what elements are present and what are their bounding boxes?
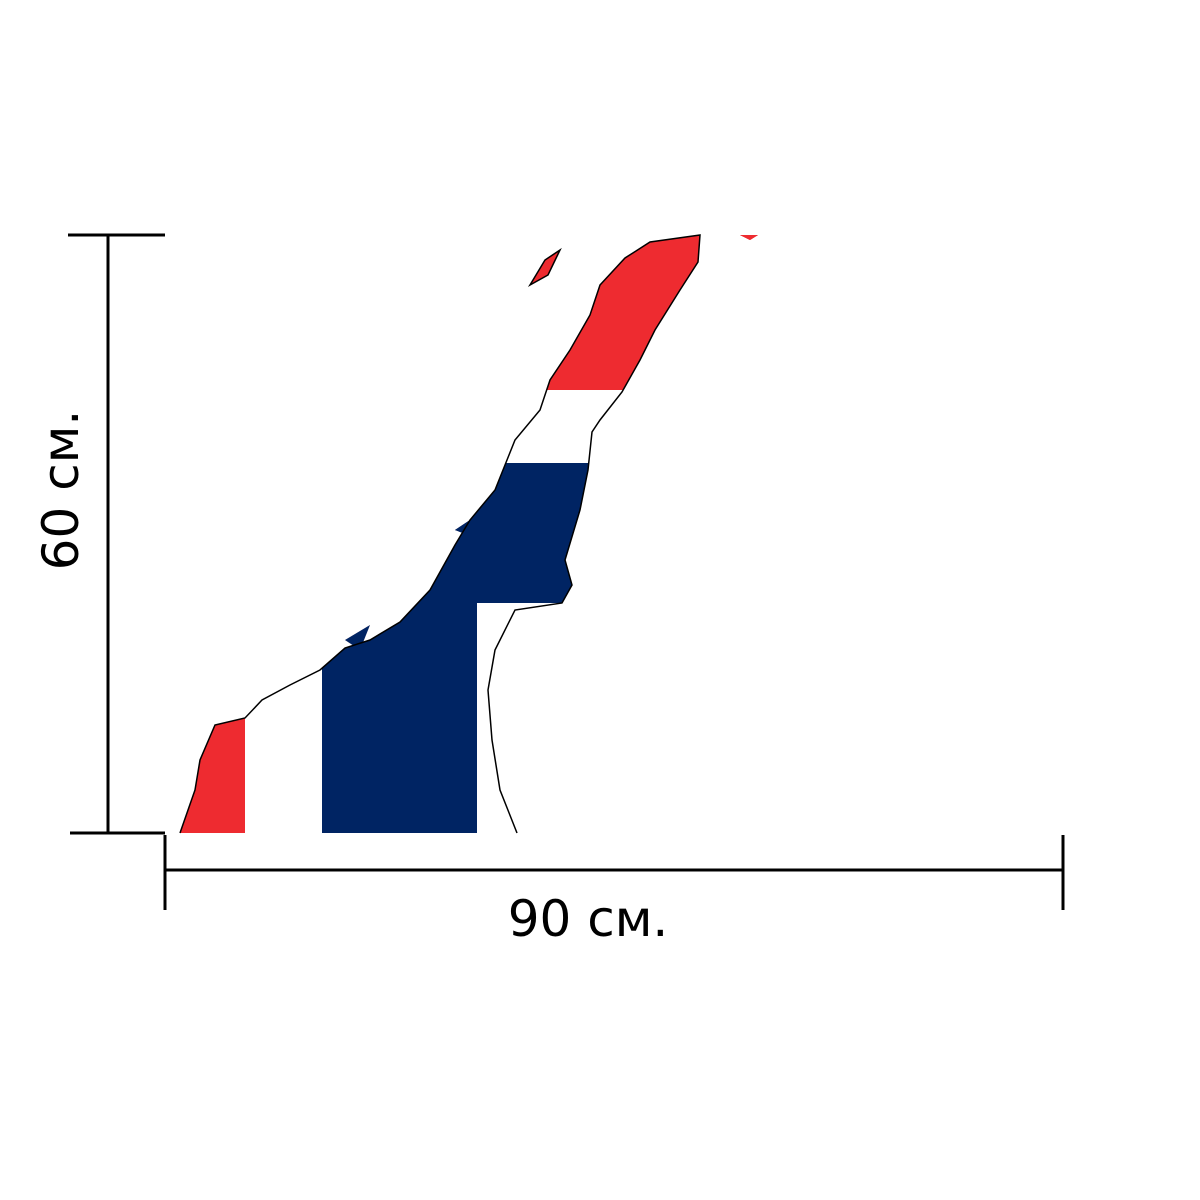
width-label: 90 см.: [508, 890, 669, 948]
coastline: [179, 234, 701, 834]
height-label: 60 см.: [32, 410, 90, 571]
dimension-lines: [68, 233, 1065, 910]
